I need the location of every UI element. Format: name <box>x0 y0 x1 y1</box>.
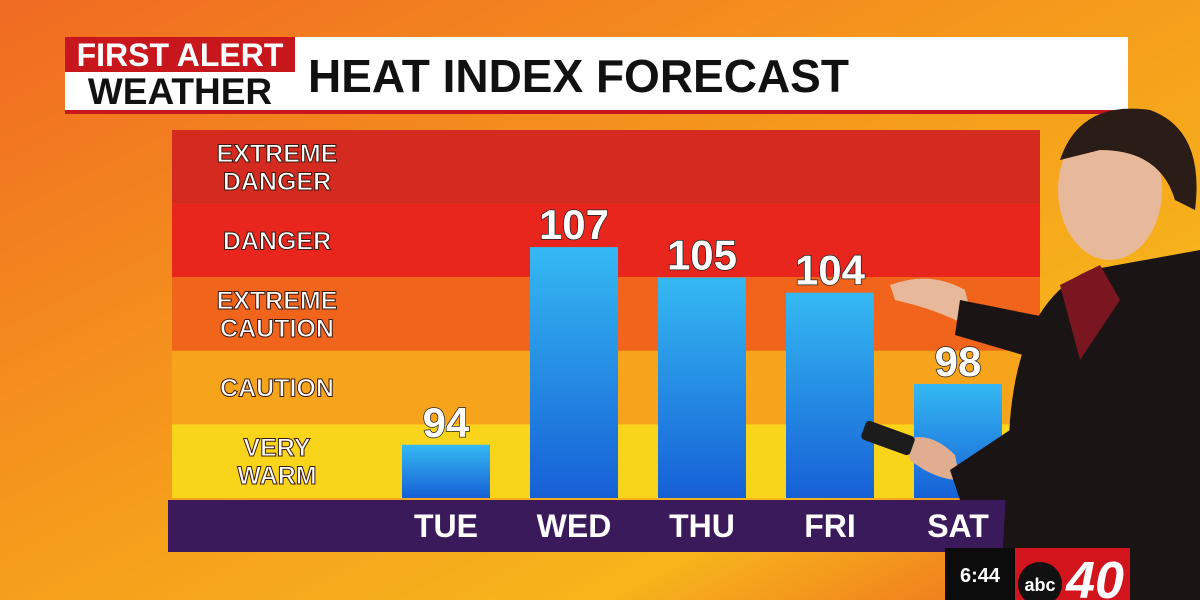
bar <box>402 444 490 498</box>
brand-box <box>65 37 295 72</box>
plot-area: EXTREMEDANGERDANGEREXTREMECAUTIONCAUTION… <box>168 130 1040 552</box>
zone-label: WARM <box>237 462 316 490</box>
bar <box>530 247 618 498</box>
chart-title: HEAT INDEX FORECAST <box>308 50 849 102</box>
zone-label: DANGER <box>223 227 331 255</box>
clock-box <box>945 548 1015 600</box>
zone-label: DANGER <box>223 168 331 196</box>
zone-label: CAUTION <box>220 375 334 403</box>
presenter <box>861 108 1200 600</box>
bar <box>786 292 874 498</box>
logo-channel: 40 <box>1065 552 1124 600</box>
value-label: 104 <box>795 247 866 294</box>
x-tick-label: WED <box>537 508 612 544</box>
value-label: 98 <box>935 338 982 385</box>
zone-band <box>172 130 1040 204</box>
logo-network: abc <box>1024 575 1055 595</box>
x-tick-label: TUE <box>414 508 478 544</box>
bar <box>658 277 746 498</box>
logo-circle <box>1018 562 1062 600</box>
clock: 6:44 <box>960 565 1001 587</box>
value-label: 107 <box>539 201 609 248</box>
category-strip <box>168 500 1010 552</box>
value-label: 105 <box>667 232 737 279</box>
zone-label: VERY <box>243 434 310 462</box>
brand-line: WEATHER <box>88 71 272 112</box>
x-tick-label: SAT <box>927 508 989 544</box>
zone-label: CAUTION <box>220 315 334 343</box>
zone-label: EXTREME <box>217 287 338 315</box>
x-tick-label: THU <box>669 508 735 544</box>
zone-label: EXTREME <box>217 140 338 168</box>
brand-line: FIRST ALERT <box>77 37 284 73</box>
value-label: 94 <box>423 399 470 446</box>
x-tick-label: FRI <box>804 508 856 544</box>
title-underline <box>65 110 1128 114</box>
